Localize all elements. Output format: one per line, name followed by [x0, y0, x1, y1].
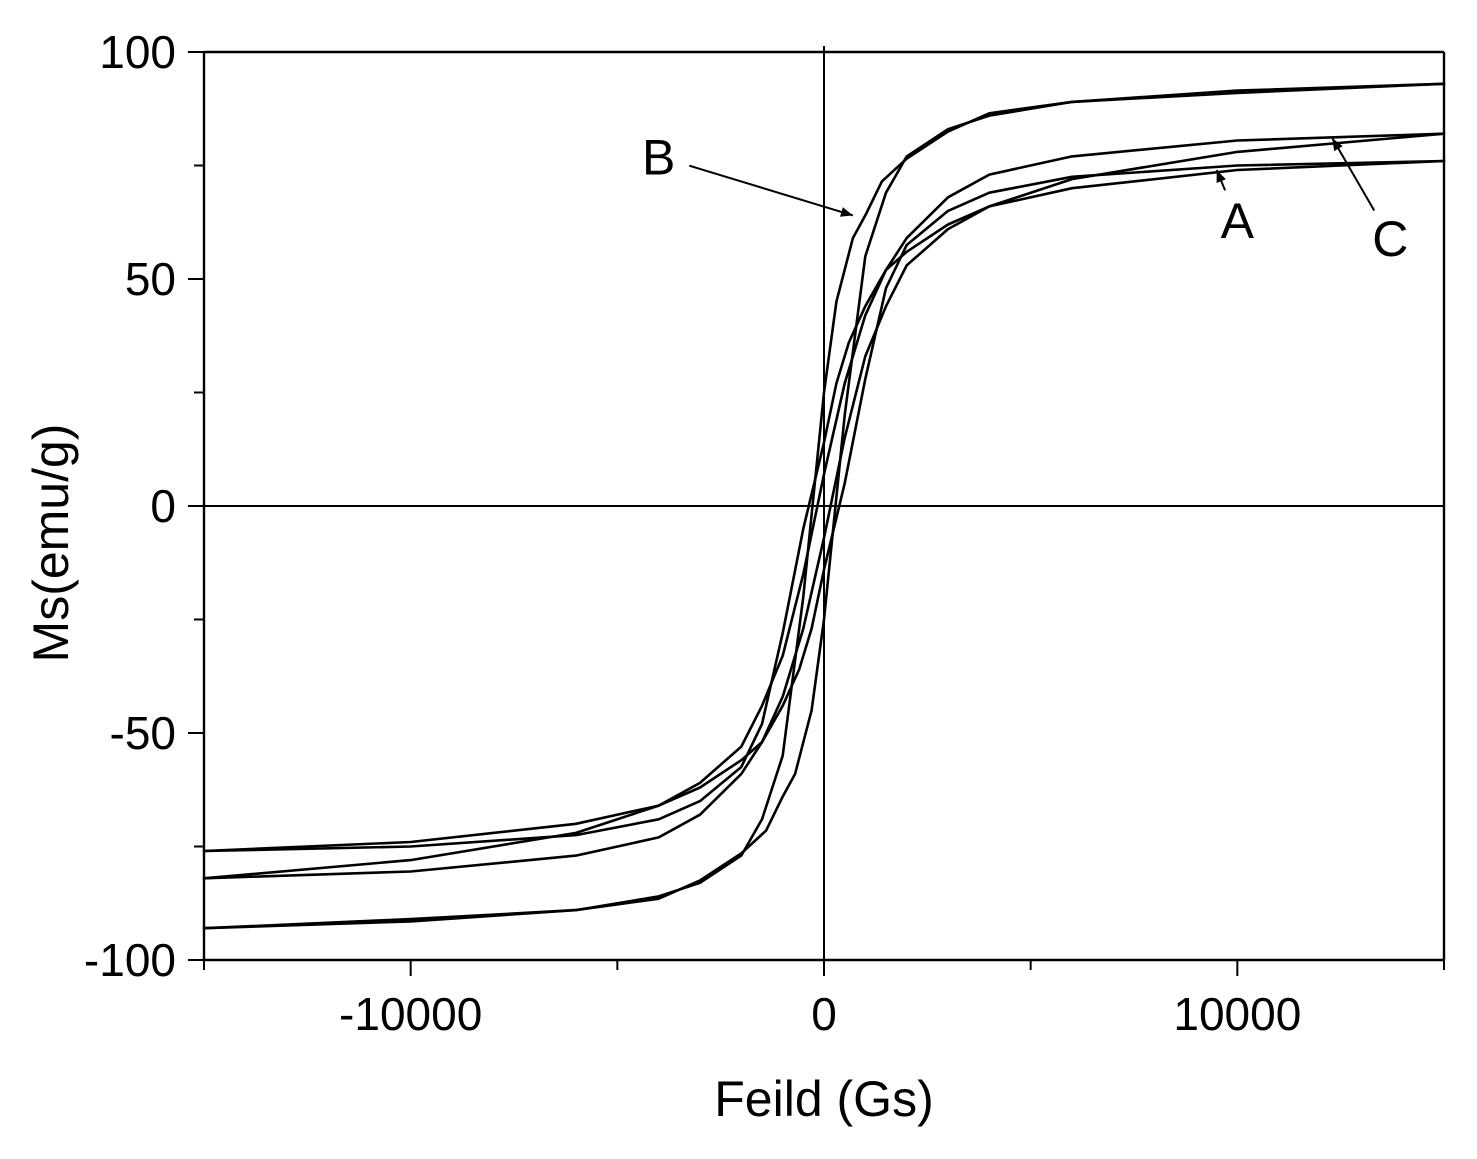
x-tick-label: 10000 [1173, 988, 1301, 1040]
annotation-label-c: C [1372, 211, 1408, 267]
axes: -10000 0 10000 -100 -50 0 50 100 [84, 26, 1446, 1040]
y-tick-label: 0 [150, 480, 176, 532]
annotation-arrow-c [1331, 137, 1376, 212]
annotation-label-b: B [642, 129, 675, 185]
series-b-lower-branch [202, 82, 1446, 930]
annotation-label-a: A [1221, 193, 1255, 249]
annotation-arrowhead-b [840, 207, 853, 217]
reference-lines [204, 46, 1444, 960]
series-b-upper-branch [202, 82, 1446, 930]
y-tick-label: 100 [99, 26, 176, 78]
x-tick-label: -10000 [339, 988, 482, 1040]
annotation-arrowhead-a [1216, 170, 1226, 183]
y-axis-title: Ms(emu/g) [23, 424, 79, 663]
y-tick-label: -50 [110, 707, 176, 759]
y-tick-label: 50 [125, 253, 176, 305]
x-tick-label: 0 [811, 988, 837, 1040]
annotation-arrow-b [689, 164, 854, 217]
annotations: A B C [642, 129, 1408, 267]
annotation-arrowhead-c [1332, 138, 1343, 152]
y-tick-label: -100 [84, 934, 176, 986]
x-axis-title: Feild (Gs) [714, 1071, 933, 1127]
